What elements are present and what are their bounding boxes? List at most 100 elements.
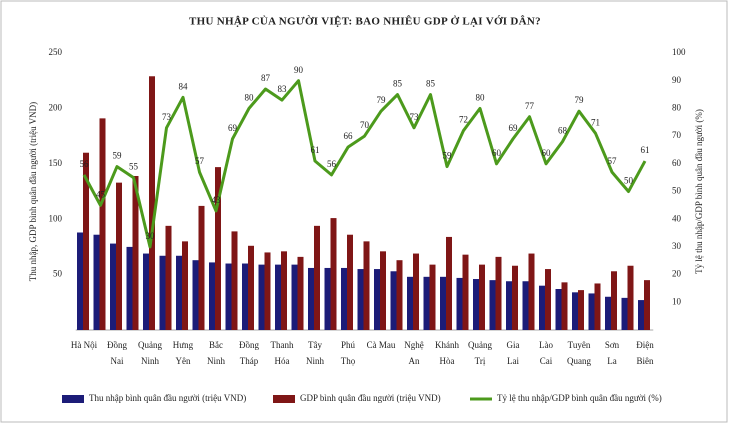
x-tick-label-line: Yên [176,356,191,366]
legend-label: Tỷ lệ thu nhập/GDP bình quân đầu người (… [497,393,662,403]
bar [446,236,452,330]
data-label: 56 [327,159,337,169]
x-tick-label-line: Ninh [141,356,160,366]
x-tick-label-line: Nghệ [404,340,424,350]
x-tick-label-line: Thọ [341,356,356,366]
x-tick-label-line: Điện [636,340,654,350]
bar [506,281,512,330]
x-tick-label-line: Đồng [239,340,259,350]
x-tick-label-line: Trị [475,356,486,366]
bar [638,300,644,330]
bar [561,282,568,330]
data-label: 57 [195,156,205,166]
bar [132,175,139,330]
data-label: 80 [245,92,255,102]
data-label: 71 [591,117,600,127]
data-label: 69 [228,123,238,133]
data-label: 61 [641,145,650,155]
bar [341,267,347,330]
x-tick-label-line: Khánh [435,340,459,350]
bar [528,253,535,330]
y2-tick-label: 10 [672,296,682,306]
bar [143,253,149,330]
bar [594,283,601,330]
bar [462,254,469,330]
data-label: 73 [162,112,172,122]
x-tick-label-line: Quảng [138,340,162,350]
bar [440,276,446,330]
bar [225,263,232,330]
bar [456,277,463,330]
x-tick-label-line: Nai [111,356,124,366]
x-tick-label-line: Hưng [173,340,194,350]
bar [473,279,479,330]
bar [545,269,551,330]
data-label: 60 [542,148,552,158]
bar [627,265,634,330]
bar [413,253,419,330]
x-tick-label-line: Lai [507,356,519,366]
bar [380,251,386,330]
bar [99,118,106,330]
bar [126,246,133,330]
data-label: 55 [129,162,139,172]
x-tick-label-line: Tây [308,340,322,350]
bar [198,205,205,330]
bar [644,280,650,330]
x-tick-label: Tây Ninh [306,340,325,366]
y2-tick-label: 20 [672,269,682,279]
y2-tick-label: 60 [672,158,682,168]
data-label: 68 [558,126,568,136]
bar [555,289,562,330]
bar [363,241,370,330]
data-label: 79 [377,95,387,105]
bar [390,271,397,330]
x-tick-label: Hà Nội [71,340,98,350]
data-label: 90 [294,65,304,75]
bar [357,269,364,330]
data-label: 70 [360,120,370,130]
bar [374,269,380,330]
x-tick-label-line: La [607,356,617,366]
data-label: 79 [575,95,585,105]
x-tick-label-line: Cai [540,356,553,366]
bar [231,231,238,330]
data-label: 56 [80,159,90,169]
y-tick-label: 100 [49,213,63,223]
bar [621,297,628,330]
bar [291,264,298,330]
bar [522,281,529,330]
bar [215,167,221,330]
data-label: 66 [344,131,354,141]
bar [605,296,611,330]
x-tick-label: Lào Cai [539,340,553,366]
x-tick-label-line: Hóa [275,356,290,366]
bar [324,267,331,330]
bar [110,243,116,330]
bar [297,256,304,330]
x-tick-label-line: Ninh [207,356,226,366]
y-tick-label: 200 [49,102,63,112]
y2-tick-label: 100 [672,47,686,57]
y-tick-label: 150 [49,158,63,168]
data-label: 72 [459,115,468,125]
data-label: 45 [96,189,106,199]
x-tick-label: Hưng Yên [173,340,194,366]
y2-tick-label: 80 [672,102,682,112]
bar [77,232,83,330]
x-tick-label-line: Tháp [240,356,259,366]
y-axis-label: Thu nhập, GDP bình quân đầu người (triệu… [28,102,38,281]
bar [258,264,265,330]
bar [182,241,188,330]
data-label: 59 [113,151,123,161]
x-tick-label-line: Biên [637,356,654,366]
bar [192,260,199,330]
bar [281,251,287,330]
bar [572,292,578,330]
y2-tick-label: 30 [672,241,682,251]
data-label: 43 [212,195,222,205]
bar [396,260,403,330]
data-label: 61 [311,145,320,155]
data-label: 87 [261,73,271,83]
